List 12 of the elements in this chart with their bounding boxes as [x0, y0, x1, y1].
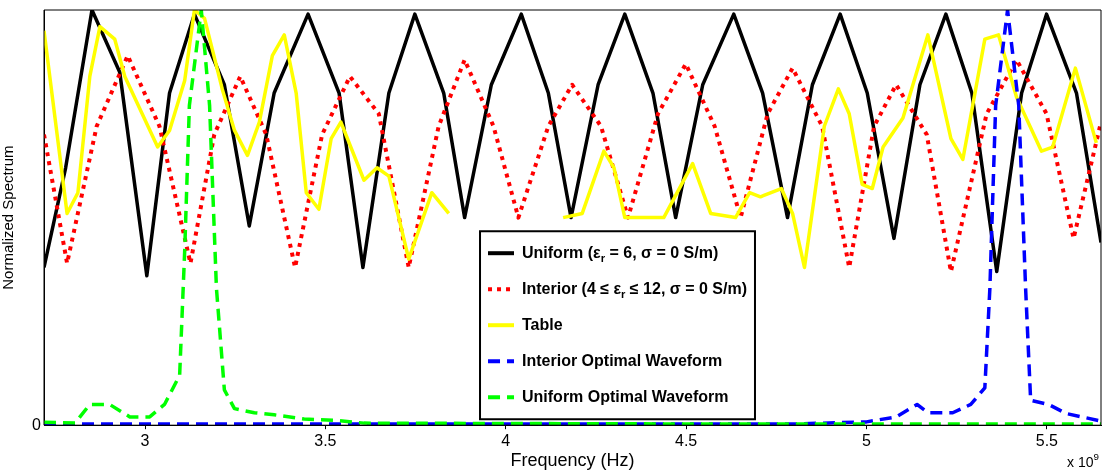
x-tick-label: 5: [862, 432, 872, 450]
x-tick-label: 3: [140, 432, 150, 450]
x-tick-label: 4: [501, 432, 511, 450]
x-axis-title: Frequency (Hz): [510, 450, 635, 471]
x-tick-label: 3.5: [314, 432, 337, 450]
legend-label: Interior Optimal Waveform: [522, 351, 723, 369]
legend-label: Uniform Optimal Waveform: [522, 387, 729, 405]
annotation: 0: [32, 415, 42, 433]
legend-label: Table: [522, 315, 563, 333]
x-tick-label: 5.5: [1035, 432, 1059, 450]
y-axis-title: Normalized Spectrum: [0, 145, 17, 290]
x-tick-label: 4.5: [675, 432, 698, 450]
